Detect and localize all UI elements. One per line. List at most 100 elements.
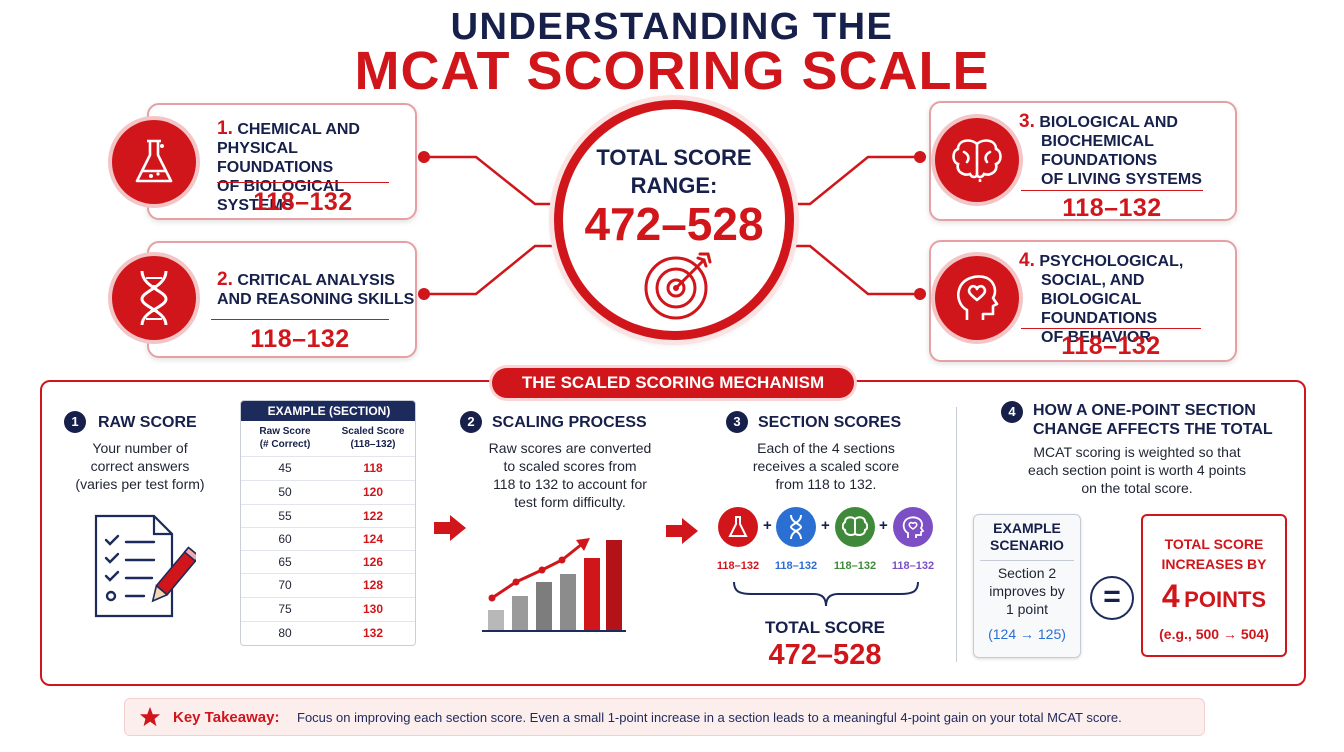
section-1-line1: 1. CHEMICAL AND: [217, 118, 360, 139]
plus-icon: +: [879, 517, 888, 534]
section-4-line4: OF BEHAVIOR: [1041, 329, 1151, 346]
result-points: 4 POINTS: [1161, 578, 1267, 614]
table-row: 55 122: [241, 504, 415, 527]
section-1-number: 1.: [217, 118, 233, 139]
table-row: 50 120: [241, 480, 415, 503]
raw-cell: 75: [278, 602, 292, 616]
scaled-cell: 132: [362, 626, 384, 640]
mini-range-1: 118–132: [716, 560, 760, 572]
section-card-4: 4. PSYCHOLOGICAL, SOCIAL, AND BIOLOGICAL…: [929, 240, 1237, 362]
section-2-line2: AND REASONING SKILLS: [217, 291, 415, 308]
table-row: 80 132: [241, 621, 415, 644]
scenario-text: Section 2 improves by 1 point: [989, 565, 1065, 617]
section-4-divider: [1021, 328, 1201, 329]
step-4-description: MCAT scoring is weighted so that each se…: [1028, 444, 1246, 496]
mechanism-title: THE SCALED SCORING MECHANISM: [492, 368, 854, 398]
flask-icon: [112, 120, 196, 204]
raw-cell: 55: [278, 509, 292, 523]
raw-cell: 80: [278, 626, 292, 640]
scaled-cell: 120: [362, 485, 384, 499]
section-2-divider: [211, 319, 389, 320]
step-4-title: HOW A ONE-POINT SECTION CHANGE AFFECTS T…: [1033, 402, 1273, 438]
example-table: EXAMPLE (SECTION) Raw Score (# Correct) S…: [240, 400, 416, 646]
section-4-line1: 4. PSYCHOLOGICAL,: [1019, 250, 1184, 271]
target-icon: [642, 250, 716, 327]
mini-head-icon: [893, 507, 933, 547]
curly-brace-icon: [732, 580, 920, 615]
section-3-number: 3.: [1019, 111, 1035, 132]
scaled-cell: 130: [362, 602, 384, 616]
result-box: TOTAL SCORE INCREASES BY 4 POINTS (e.g.,…: [1141, 514, 1287, 657]
total-range-circle: [554, 100, 794, 340]
section-3-line3: FOUNDATIONS: [1041, 152, 1158, 169]
section-1-range: 118–132: [253, 188, 353, 216]
section-3-range: 118–132: [1062, 194, 1162, 222]
section-2-line1: 2. CRITICAL ANALYSIS: [217, 269, 395, 290]
section-1-line2: PHYSICAL FOUNDATIONS: [217, 140, 334, 176]
plus-icon: +: [763, 517, 772, 534]
table-row: 70 128: [241, 573, 415, 596]
scaled-cell: 124: [362, 532, 384, 546]
step-2-title: SCALING PROCESS: [492, 414, 647, 431]
scenario-divider: [980, 560, 1074, 561]
table-row: 60 124: [241, 527, 415, 550]
total-range-value: 472–528: [584, 198, 764, 250]
example-table-title: EXAMPLE (SECTION): [241, 401, 415, 421]
key-takeaway-banner: Key Takeaway: Focus on improving each se…: [124, 698, 1205, 736]
scaled-cell: 126: [362, 555, 384, 569]
scaled-cell: 122: [362, 509, 384, 523]
section-4-line2: SOCIAL, AND BIOLOGICAL: [1041, 272, 1145, 308]
plus-icon: +: [821, 517, 830, 534]
step-3-description: Each of the 4 sections receives a scaled…: [752, 440, 900, 492]
result-example: (e.g., 500 → 504): [1159, 626, 1269, 642]
brain-icon: [935, 118, 1019, 202]
table-row: 45 118: [241, 456, 415, 479]
section-4-line3: FOUNDATIONS: [1041, 310, 1158, 327]
checklist-icon: [92, 512, 201, 625]
raw-cell: 50: [278, 485, 292, 499]
section-4-range: 118–132: [1061, 332, 1161, 360]
section-4-number: 4.: [1019, 250, 1035, 271]
section-3-line4: OF LIVING SYSTEMS: [1041, 171, 1202, 188]
table-header-scaled: Scaled Score (118–132): [341, 426, 405, 450]
section-2-range: 118–132: [250, 325, 350, 353]
step-1-title: RAW SCORE: [98, 414, 197, 431]
step-1-number: 1: [64, 411, 86, 433]
star-icon: [139, 706, 161, 733]
raw-cell: 70: [278, 578, 292, 592]
arrow-right-icon: [666, 518, 698, 549]
section-3-divider: [1021, 190, 1203, 191]
mini-brain-icon: [835, 507, 875, 547]
dna-icon: [112, 256, 196, 340]
raw-cell: 60: [278, 532, 292, 546]
page-title-line1: UNDERSTANDING THE: [450, 6, 894, 48]
arrow-right-icon: [434, 515, 466, 546]
step-3-title: SECTION SCORES: [758, 414, 902, 431]
head-heart-icon: [935, 256, 1019, 340]
raw-cell: 65: [278, 555, 292, 569]
scaled-cell: 118: [363, 461, 383, 475]
example-scenario-box: EXAMPLE SCENARIO Section 2 improves by 1…: [973, 514, 1081, 658]
panel-divider: [956, 407, 957, 662]
scenario-change: (124 → 125): [988, 626, 1066, 642]
mini-dna-icon: [776, 507, 816, 547]
section-1-divider: [217, 182, 389, 183]
table-row: 65 126: [241, 550, 415, 573]
step-2-description: Raw scores are converted to scaled score…: [488, 440, 652, 510]
section-3-line1: 3. BIOLOGICAL AND: [1019, 111, 1178, 132]
bar-growth-icon: [478, 524, 628, 639]
step-1-description: Your number of correct answers (varies p…: [75, 440, 205, 492]
mini-flask-icon: [718, 507, 758, 547]
section-total-range: 472–528: [768, 639, 882, 671]
raw-cell: 45: [278, 461, 292, 475]
section-total-label: TOTAL SCORE: [765, 618, 885, 637]
section-2-number: 2.: [217, 269, 233, 290]
page-title-line2: MCAT SCORING SCALE: [354, 41, 990, 101]
section-card-1: 1. CHEMICAL AND PHYSICAL FOUNDATIONS OF …: [147, 103, 417, 220]
equals-sign: =: [1090, 576, 1134, 620]
takeaway-label: Key Takeaway:: [173, 709, 280, 726]
step-4-number: 4: [1001, 401, 1023, 423]
takeaway-text: Focus on improving each section score. E…: [297, 710, 1122, 725]
mini-range-2: 118–132: [774, 560, 818, 572]
mini-range-4: 118–132: [891, 560, 935, 572]
